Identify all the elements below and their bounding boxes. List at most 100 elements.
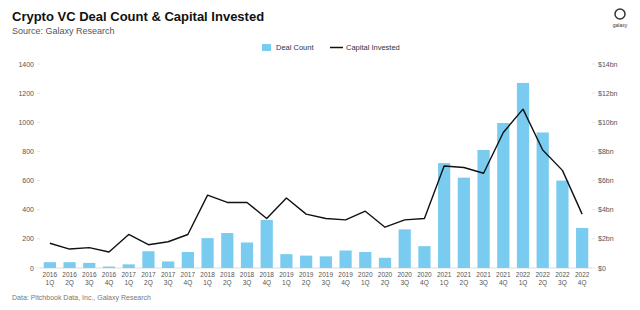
y-tick [37, 93, 40, 94]
bar [63, 262, 75, 268]
x-tick-label: 20174Q [181, 271, 196, 287]
x-tick-label-part: 3Q [479, 279, 488, 287]
x-tick-label-part: 2Q [381, 279, 390, 287]
x-tick-label-part: 2022 [516, 271, 531, 278]
x-tick-label: 20204Q [417, 271, 432, 287]
x-tick-label: 20164Q [102, 271, 117, 287]
x-tick-label-part: 2022 [575, 271, 590, 278]
x-tick-label-part: 3Q [322, 279, 331, 287]
x-tick-label-part: 2Q [65, 279, 74, 287]
bar [576, 228, 588, 268]
x-tick-label-part: 2019 [279, 271, 294, 278]
bar [182, 252, 194, 268]
legend-label: Deal Count [276, 43, 314, 52]
x-tick-label-part: 2022 [555, 271, 570, 278]
x-tick-label: 20223Q [555, 271, 570, 287]
bar [418, 246, 430, 268]
x-tick-label: 20173Q [161, 271, 176, 287]
bar [83, 263, 95, 268]
y2-tick-label: $14bn [598, 61, 618, 68]
x-tick-label: 20171Q [121, 271, 136, 287]
legend-label: Capital Invested [346, 43, 400, 52]
brand-icon [615, 9, 625, 19]
bar [221, 233, 233, 268]
x-tick-label-part: 1Q [282, 279, 291, 287]
brand: galaxy [613, 22, 628, 28]
x-tick-label-part: 4Q [499, 279, 508, 287]
x-tick-label-part: 1Q [203, 279, 212, 287]
legend-swatch [262, 44, 271, 51]
x-tick-label: 20192Q [299, 271, 314, 287]
y2-tick-label: $4bn [598, 206, 614, 213]
bar [458, 178, 470, 268]
y2-tick-label: $0 [598, 265, 606, 272]
y2-tick [592, 238, 595, 239]
x-tick-label-part: 2017 [181, 271, 196, 278]
x-tick-label-part: 4Q [262, 279, 271, 287]
x-tick-label-part: 2020 [397, 271, 412, 278]
bar [162, 261, 174, 268]
x-tick-label-part: 4Q [420, 279, 429, 287]
x-tick-label-part: 2018 [240, 271, 255, 278]
x-tick-label-part: 2016 [43, 271, 58, 278]
x-tick-label-part: 2Q [144, 279, 153, 287]
x-tick-label-part: 2019 [319, 271, 334, 278]
x-tick-label-part: 4Q [578, 279, 587, 287]
x-tick-label-part: 2021 [457, 271, 472, 278]
y-tick-label: 1400 [18, 61, 34, 68]
x-tick-label-part: 3Q [243, 279, 252, 287]
x-tick-label-part: 2020 [358, 271, 373, 278]
x-tick-label: 20182Q [220, 271, 235, 287]
x-tick-label-part: 2021 [437, 271, 452, 278]
bar [280, 254, 292, 268]
x-tick-label-part: 2Q [460, 279, 469, 287]
y-tick [37, 209, 40, 210]
y-tick [37, 238, 40, 239]
x-tick-label: 20203Q [397, 271, 412, 287]
x-tick-label: 20211Q [437, 271, 452, 287]
x-tick-label: 20161Q [43, 271, 58, 287]
x-tick-label-part: 2017 [141, 271, 156, 278]
x-tick-label: 20213Q [476, 271, 491, 287]
bar [320, 256, 332, 268]
y2-tick [592, 93, 595, 94]
legend: Deal Count Capital Invested [262, 43, 400, 52]
x-tick-label: 20183Q [240, 271, 255, 287]
title: Crypto VC Deal Count & Capital Invested [12, 9, 264, 24]
bar [379, 258, 391, 268]
subtitle: Source: Galaxy Research [12, 26, 115, 36]
x-axis [40, 268, 592, 269]
x-tick-label-part: 4Q [341, 279, 350, 287]
y-tick [37, 151, 40, 152]
x-tick-label-part: 2016 [82, 271, 97, 278]
y2-tick-label: $8bn [598, 148, 614, 155]
x-tick-label-part: 2022 [535, 271, 550, 278]
y-tick-label: 0 [30, 265, 34, 272]
x-tick-label-part: 1Q [440, 279, 449, 287]
x-tick-label-part: 2020 [417, 271, 432, 278]
line [50, 109, 582, 252]
x-tick-label-part: 3Q [400, 279, 409, 287]
x-tick-label-part: 1Q [519, 279, 528, 287]
bar [339, 251, 351, 268]
legend-swatch [330, 47, 343, 49]
x-tick-label: 20212Q [457, 271, 472, 287]
y-tick-label: 200 [22, 235, 34, 242]
y2-tick-label: $10bn [598, 119, 618, 126]
plot-area [44, 83, 589, 268]
y2-tick [592, 268, 595, 269]
bar [142, 251, 154, 268]
x-tick-label-part: 2Q [223, 279, 232, 287]
y-tick-label: 600 [22, 177, 34, 184]
y-tick [37, 180, 40, 181]
x-tick-label-part: 4Q [184, 279, 193, 287]
x-tick-label-part: 2017 [161, 271, 176, 278]
x-tick-label: 20214Q [496, 271, 511, 287]
y2-tick [592, 151, 595, 152]
bar [537, 132, 549, 268]
y2-tick-label: $2bn [598, 235, 614, 242]
x-tick-label: 20194Q [338, 271, 353, 287]
y-tick-label: 1200 [18, 90, 34, 97]
x-tick-label-part: 2019 [299, 271, 314, 278]
y2-tick [592, 64, 595, 65]
